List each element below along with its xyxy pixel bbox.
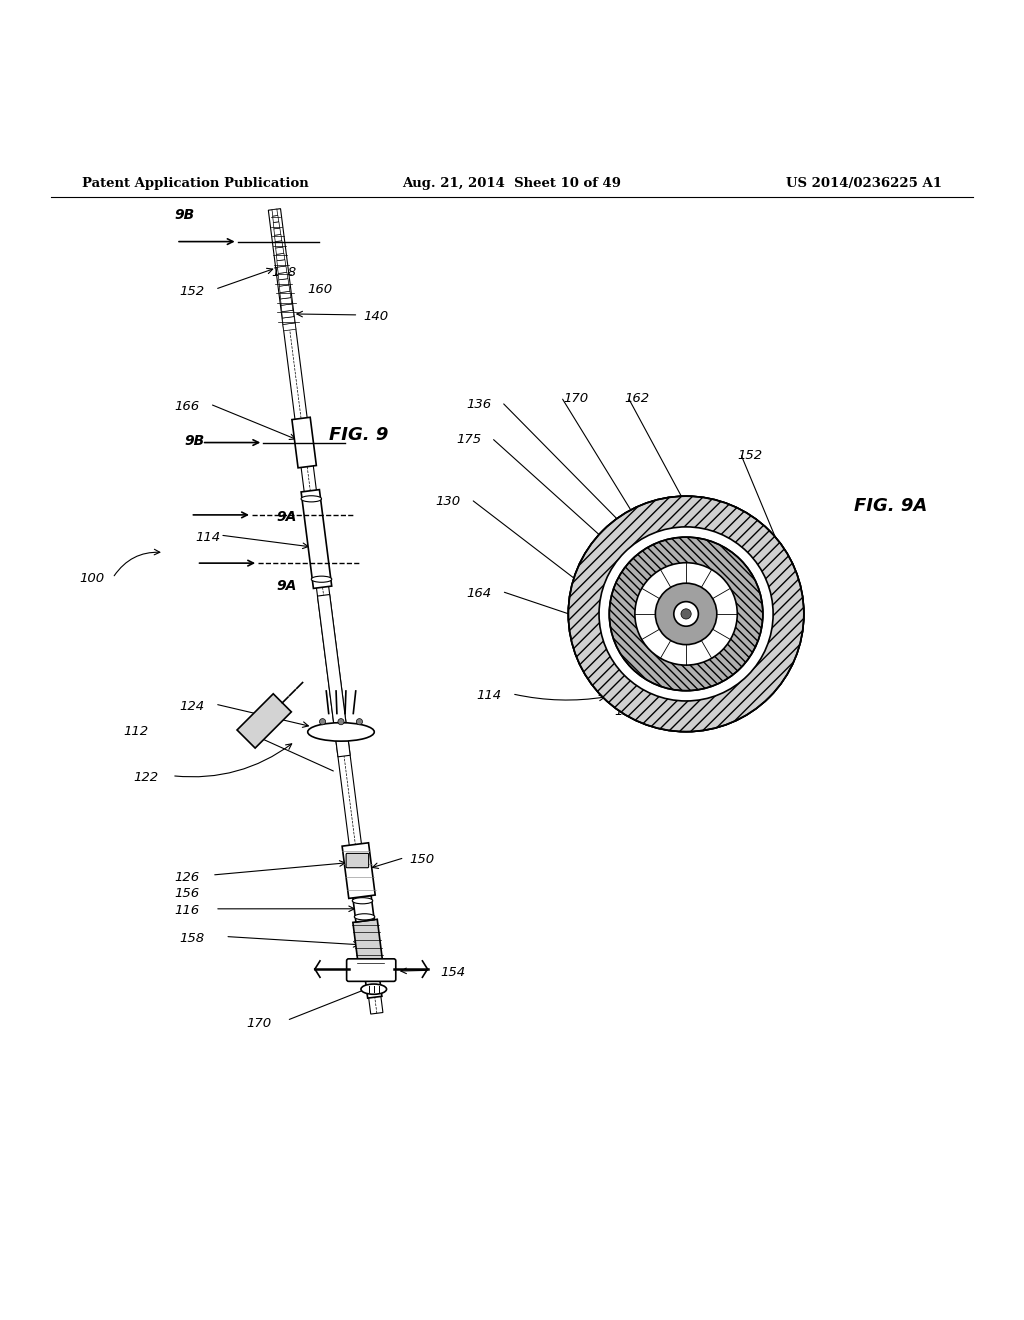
Text: 152: 152 <box>179 285 205 298</box>
Polygon shape <box>353 895 374 921</box>
Circle shape <box>655 583 717 644</box>
Text: US 2014/0236225 A1: US 2014/0236225 A1 <box>786 177 942 190</box>
Ellipse shape <box>301 496 322 502</box>
Polygon shape <box>268 209 383 1014</box>
Polygon shape <box>276 253 285 261</box>
Text: 140: 140 <box>364 310 389 323</box>
Text: Patent Application Publication: Patent Application Publication <box>82 177 308 190</box>
Text: 114: 114 <box>476 689 502 702</box>
Polygon shape <box>282 310 294 318</box>
Text: 9B: 9B <box>184 434 205 447</box>
Circle shape <box>599 527 773 701</box>
Text: 130: 130 <box>435 495 461 508</box>
Text: 124: 124 <box>179 700 205 713</box>
Text: 122: 122 <box>133 771 159 784</box>
Circle shape <box>674 602 698 626</box>
Circle shape <box>319 718 326 725</box>
Ellipse shape <box>311 576 332 582</box>
Ellipse shape <box>360 983 387 994</box>
Polygon shape <box>275 240 283 248</box>
Polygon shape <box>353 919 383 968</box>
Ellipse shape <box>354 913 375 920</box>
Text: 9A: 9A <box>276 579 297 593</box>
Polygon shape <box>301 490 332 589</box>
Polygon shape <box>273 222 280 228</box>
Text: 136: 136 <box>466 397 492 411</box>
Polygon shape <box>280 285 290 293</box>
Text: 162: 162 <box>625 392 650 405</box>
FancyBboxPatch shape <box>346 854 369 867</box>
Circle shape <box>609 537 763 690</box>
Text: 164: 164 <box>466 587 492 599</box>
Polygon shape <box>281 304 293 312</box>
Circle shape <box>681 609 691 619</box>
Text: 170: 170 <box>246 1016 271 1030</box>
Circle shape <box>635 562 737 665</box>
Text: 126: 126 <box>174 871 200 883</box>
Text: 170: 170 <box>563 392 589 405</box>
Text: 9A: 9A <box>276 510 297 524</box>
Text: 100: 100 <box>80 572 104 585</box>
Text: 118: 118 <box>271 267 297 280</box>
Polygon shape <box>276 260 286 267</box>
Text: 152: 152 <box>737 449 763 462</box>
Polygon shape <box>272 209 278 216</box>
Text: 158: 158 <box>179 932 205 945</box>
Polygon shape <box>278 267 287 273</box>
FancyBboxPatch shape <box>346 958 395 981</box>
Text: 166: 166 <box>174 400 200 413</box>
Text: 154: 154 <box>440 966 466 979</box>
Polygon shape <box>280 292 291 298</box>
Polygon shape <box>283 323 296 331</box>
Polygon shape <box>279 272 288 280</box>
Ellipse shape <box>352 898 373 904</box>
Text: 150: 150 <box>410 853 435 866</box>
Polygon shape <box>273 228 281 235</box>
Polygon shape <box>281 297 292 305</box>
Polygon shape <box>283 317 295 325</box>
Polygon shape <box>365 968 382 998</box>
Circle shape <box>568 496 804 731</box>
Text: FIG. 9: FIG. 9 <box>329 426 388 444</box>
Polygon shape <box>342 842 375 899</box>
Polygon shape <box>274 235 282 242</box>
Circle shape <box>568 496 804 731</box>
Polygon shape <box>317 594 350 756</box>
Ellipse shape <box>307 723 375 741</box>
Polygon shape <box>292 417 316 467</box>
Text: 9B: 9B <box>174 207 195 222</box>
Text: 156: 156 <box>174 887 200 900</box>
Text: FIG. 9A: FIG. 9A <box>854 498 928 515</box>
Text: 136: 136 <box>614 705 640 718</box>
Polygon shape <box>237 694 292 748</box>
Polygon shape <box>272 215 279 223</box>
Text: 175: 175 <box>456 433 481 446</box>
Polygon shape <box>275 247 284 255</box>
Text: 112: 112 <box>123 725 148 738</box>
Circle shape <box>356 718 362 725</box>
Text: 114: 114 <box>195 531 220 544</box>
Text: 160: 160 <box>307 282 333 296</box>
Text: 116: 116 <box>174 904 200 917</box>
Polygon shape <box>279 279 289 286</box>
Circle shape <box>338 718 344 725</box>
Text: Aug. 21, 2014  Sheet 10 of 49: Aug. 21, 2014 Sheet 10 of 49 <box>402 177 622 190</box>
